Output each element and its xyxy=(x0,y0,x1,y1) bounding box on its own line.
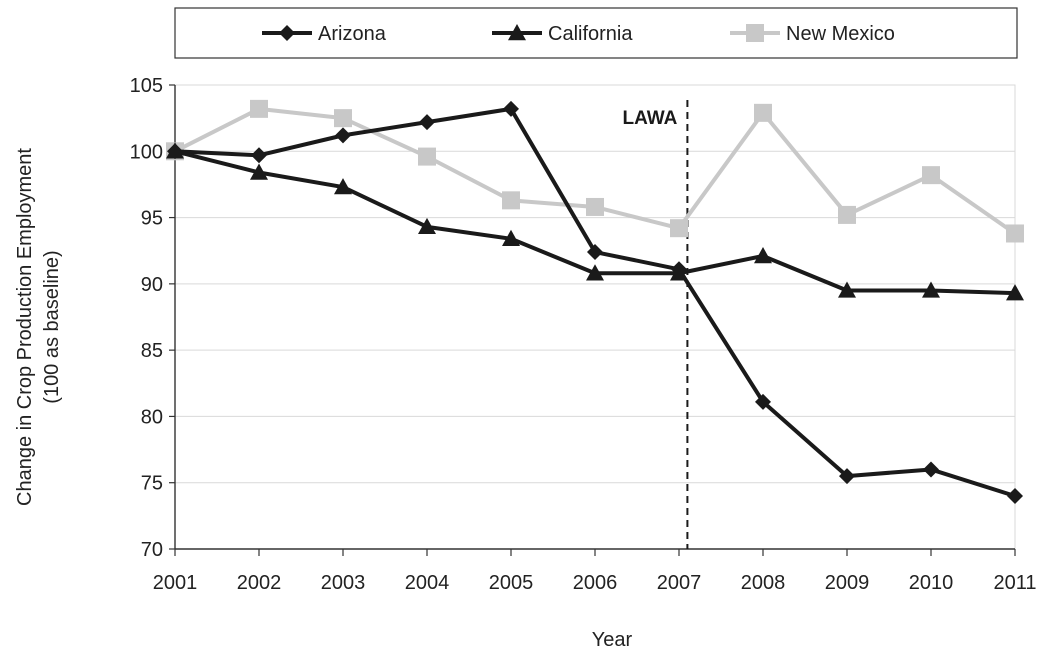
data-point-square xyxy=(922,166,940,185)
legend-item-new-mexico: New Mexico xyxy=(730,23,895,45)
data-point-square xyxy=(586,197,604,216)
y-tick-label: 70 xyxy=(141,539,163,561)
data-point-diamond xyxy=(279,25,295,41)
data-point-triangle xyxy=(838,281,856,298)
y-tick-label: 105 xyxy=(130,75,163,97)
data-point-triangle xyxy=(1006,284,1024,301)
data-point-diamond xyxy=(839,468,855,485)
data-point-triangle xyxy=(586,264,604,281)
y-axis-title-line1: Change in Crop Production Employment xyxy=(14,148,36,506)
data-point-diamond xyxy=(251,147,267,164)
x-tick-label: 2004 xyxy=(405,572,450,594)
legend-item-arizona: Arizona xyxy=(262,23,387,45)
legend-item-california: California xyxy=(492,23,633,45)
legend-label: New Mexico xyxy=(786,23,895,45)
data-point-square xyxy=(250,99,268,118)
data-point-triangle xyxy=(754,247,772,264)
axes: 70 75 80 85 90 95 100 105 2001 2002 2003 2004 2005 20… xyxy=(130,75,1037,594)
annotation-label: LAWA xyxy=(623,108,678,129)
x-tick-label: 2003 xyxy=(321,572,366,594)
x-tick-label: 2008 xyxy=(741,572,786,594)
data-point-diamond xyxy=(419,114,435,131)
x-tick-label: 2011 xyxy=(993,572,1036,594)
data-point-diamond xyxy=(923,461,939,478)
data-point-diamond xyxy=(335,127,351,144)
plot-area xyxy=(174,84,1016,550)
data-point-triangle xyxy=(418,217,436,235)
y-tick-label: 75 xyxy=(141,473,163,495)
data-point-square xyxy=(838,205,856,224)
legend-label: California xyxy=(548,23,633,45)
annotation-layer: LAWA xyxy=(623,100,689,549)
x-tick-label: 2010 xyxy=(909,572,954,594)
legend-box xyxy=(174,7,1018,59)
data-point-triangle xyxy=(502,229,520,246)
data-point-diamond xyxy=(503,100,519,117)
gridlines xyxy=(175,84,1015,484)
series-layer xyxy=(166,99,1024,504)
legend-label: Arizona xyxy=(318,23,387,45)
x-tick-label: 2009 xyxy=(825,572,870,594)
data-point-square xyxy=(502,191,520,210)
x-axis-title: Year xyxy=(592,629,633,651)
y-tick-label: 90 xyxy=(141,274,163,296)
data-point-triangle xyxy=(922,281,940,298)
x-tick-label: 2005 xyxy=(489,572,534,594)
y-axis-title-line2: (100 as baseline) xyxy=(41,250,63,403)
data-point-square xyxy=(418,147,436,166)
data-point-diamond xyxy=(587,244,603,261)
series-new-mexico xyxy=(166,99,1024,243)
data-point-triangle xyxy=(166,142,184,159)
data-point-triangle xyxy=(670,264,688,281)
data-point-square xyxy=(1006,224,1024,243)
data-point-triangle xyxy=(508,24,526,41)
data-point-diamond xyxy=(1007,487,1023,504)
data-point-square xyxy=(754,103,772,122)
x-tick-label: 2006 xyxy=(573,572,618,594)
data-point-square xyxy=(670,219,688,238)
data-point-square xyxy=(334,109,352,128)
data-point-triangle xyxy=(250,163,268,180)
y-tick-label: 95 xyxy=(141,208,163,230)
x-tick-label: 2007 xyxy=(657,572,702,594)
y-tick-label: 80 xyxy=(141,406,163,428)
legend: Arizona California New Mexico xyxy=(262,23,895,45)
data-point-triangle xyxy=(334,178,352,195)
data-point-diamond xyxy=(755,393,771,410)
x-tick-label: 2002 xyxy=(237,572,282,594)
y-tick-label: 85 xyxy=(141,340,163,362)
series-california xyxy=(166,142,1024,301)
x-tick-label: 2001 xyxy=(153,572,198,594)
data-point-square xyxy=(746,24,764,42)
y-tick-label: 100 xyxy=(130,141,163,163)
